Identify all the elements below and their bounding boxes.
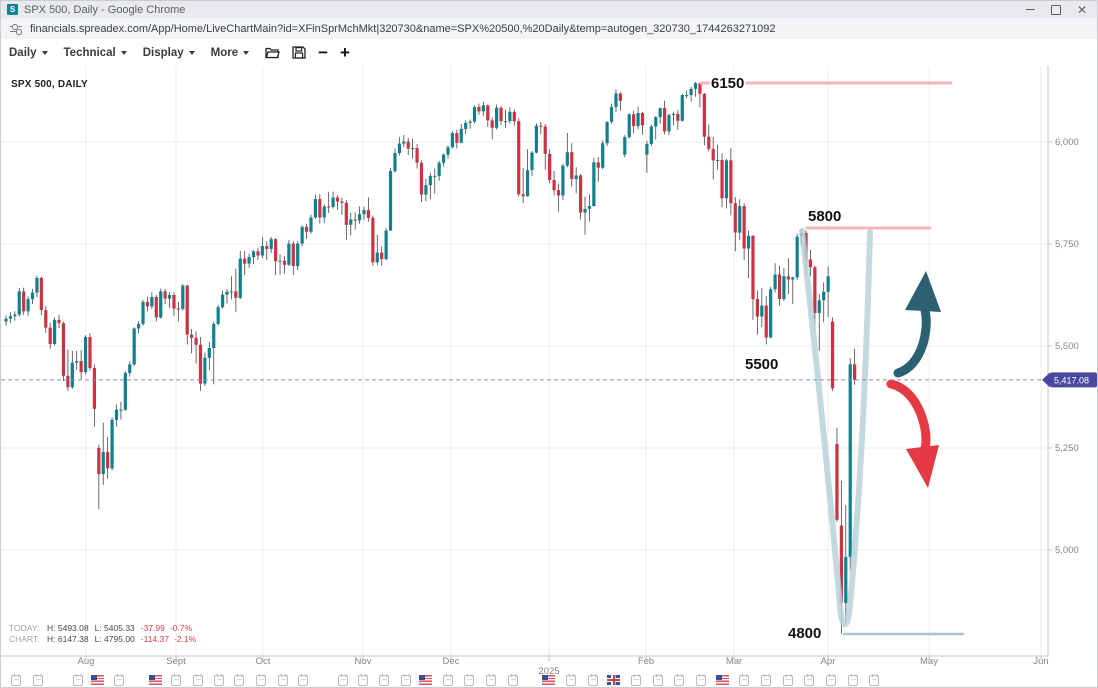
price-tick-label: 5,000 (1055, 545, 1079, 556)
flag-us-flag-icon[interactable] (419, 675, 432, 685)
candlestick-chart[interactable]: 6150 5800 5500 4800 6,000 5,750 5,500 5,250 5,00… (1, 66, 1098, 688)
flag-us-flag-icon[interactable] (542, 675, 555, 685)
save-icon[interactable] (292, 46, 306, 59)
flag-uk-flag-icon[interactable] (607, 675, 620, 685)
restore-button[interactable] (1050, 4, 1061, 15)
calendar-event-icon[interactable] (338, 674, 348, 686)
chevron-down-icon (188, 51, 195, 55)
session-stats: TODAY: H: 5493.08 L: 5405.33 -37.99 -0.7% CH… (9, 623, 201, 645)
price-annotation-label[interactable]: 5800 (806, 206, 843, 227)
calendar-event-icon[interactable] (73, 674, 83, 686)
calendar-event-icon[interactable] (631, 674, 641, 686)
axes: 6,000 5,750 5,500 5,250 5,000 Aug Sept Oct Nov De… (1, 66, 1079, 677)
v-recovery-shape (799, 228, 873, 628)
month-label: Jun (1033, 656, 1048, 667)
calendar-event-icon[interactable] (761, 674, 771, 686)
calendar-event-icon[interactable] (443, 674, 453, 686)
calendar-event-icon[interactable] (214, 674, 224, 686)
chart-toolbar: Daily Technical Display More − + (1, 39, 1097, 66)
close-button[interactable]: ✕ (1076, 2, 1087, 17)
calendar-event-icon[interactable] (11, 674, 21, 686)
price-tick-label: 5,250 (1055, 443, 1079, 454)
calendar-event-icon[interactable] (464, 674, 474, 686)
calendar-event-icon[interactable] (653, 674, 663, 686)
calendar-event-icon[interactable] (826, 674, 836, 686)
economic-calendar-strip (1, 673, 1097, 687)
calendar-event-icon[interactable] (234, 674, 244, 686)
chart-area[interactable]: 6150 5800 5500 4800 6,000 5,750 5,500 5,250 5,00… (1, 66, 1098, 688)
url-text: financials.spreadex.com/App/Home/LiveCha… (30, 22, 776, 35)
drawing-annotations[interactable]: 6150 5800 5500 4800 (699, 73, 965, 644)
titlebar: S SPX 500, Daily - Google Chrome ✕ (1, 1, 1097, 18)
flag-us-flag-icon[interactable] (716, 675, 729, 685)
calendar-event-icon[interactable] (486, 674, 496, 686)
current-price-marker: 5,417.08 (1, 372, 1097, 388)
price-tick-label: 5,500 (1055, 341, 1079, 352)
chevron-down-icon (41, 51, 48, 55)
calendar-event-icon[interactable] (508, 674, 518, 686)
price-annotation-label[interactable]: 5500 (743, 354, 780, 375)
calendar-event-icon[interactable] (401, 674, 411, 686)
minimize-button[interactable] (1025, 9, 1035, 10)
spreadex-favicon: S (7, 4, 18, 15)
month-label: Sept (166, 656, 186, 667)
down-scenario-arrow[interactable] (886, 379, 939, 488)
menu-technical[interactable]: Technical (64, 47, 127, 59)
calendar-event-icon[interactable] (848, 674, 858, 686)
calendar-event-icon[interactable] (114, 674, 124, 686)
calendar-event-icon[interactable] (33, 674, 43, 686)
menu-more[interactable]: More (211, 47, 250, 59)
calendar-event-icon[interactable] (256, 674, 266, 686)
calendar-event-icon[interactable] (804, 674, 814, 686)
flag-us-flag-icon[interactable] (149, 675, 162, 685)
calendar-event-icon[interactable] (379, 674, 389, 686)
up-scenario-arrow[interactable] (893, 271, 941, 378)
month-label: May (920, 656, 938, 667)
zoom-out-button[interactable]: − (318, 42, 329, 62)
calendar-event-icon[interactable] (783, 674, 793, 686)
price-annotation-label[interactable]: 4800 (786, 623, 823, 644)
calendar-event-icon[interactable] (358, 674, 368, 686)
calendar-event-icon[interactable] (588, 674, 598, 686)
url-bar[interactable]: financials.spreadex.com/App/Home/LiveCha… (1, 18, 1097, 40)
month-label: Nov (355, 656, 372, 667)
menu-daily[interactable]: Daily (9, 47, 48, 59)
month-label: Apr (821, 656, 836, 667)
month-label: Mar (726, 656, 742, 667)
calendar-event-icon[interactable] (171, 674, 181, 686)
month-label: Aug (78, 656, 95, 667)
year-label: 2025 (538, 666, 559, 677)
chart-stats-row: CHART: H: 6147.38 L: 4795.00 -114.37 -2.1% (9, 634, 197, 644)
gridlines (1, 66, 1048, 656)
open-folder-icon[interactable] (265, 46, 280, 59)
menu-display[interactable]: Display (143, 47, 195, 59)
calendar-event-icon[interactable] (869, 674, 879, 686)
zoom-in-button[interactable]: + (340, 42, 350, 62)
price-badge (1050, 372, 1097, 388)
site-info-icon[interactable] (10, 24, 22, 35)
window-title: SPX 500, Daily - Google Chrome (24, 3, 186, 16)
calendar-event-icon[interactable] (739, 674, 749, 686)
month-label: Dec (443, 656, 460, 667)
calendar-event-icon[interactable] (278, 674, 288, 686)
price-badge-text: 5,417.08 (1054, 375, 1089, 385)
calendar-event-icon[interactable] (193, 674, 203, 686)
symbol-label: SPX 500, DAILY (11, 79, 88, 90)
calendar-event-icon[interactable] (674, 674, 684, 686)
calendar-event-icon[interactable] (696, 674, 706, 686)
price-tick-label: 6,000 (1055, 137, 1079, 148)
calendar-event-icon[interactable] (566, 674, 576, 686)
chevron-down-icon (120, 51, 127, 55)
price-annotation-label[interactable]: 6150 (709, 73, 746, 94)
candles (4, 82, 857, 634)
today-stats-row: TODAY: H: 5493.08 L: 5405.33 -37.99 -0.7% (9, 623, 193, 633)
month-label: Oct (256, 656, 271, 667)
calendar-event-icon[interactable] (298, 674, 308, 686)
flag-us-flag-icon[interactable] (91, 675, 104, 685)
month-label: Feb (638, 656, 654, 667)
price-tick-label: 5,750 (1055, 239, 1079, 250)
chevron-down-icon (243, 51, 250, 55)
